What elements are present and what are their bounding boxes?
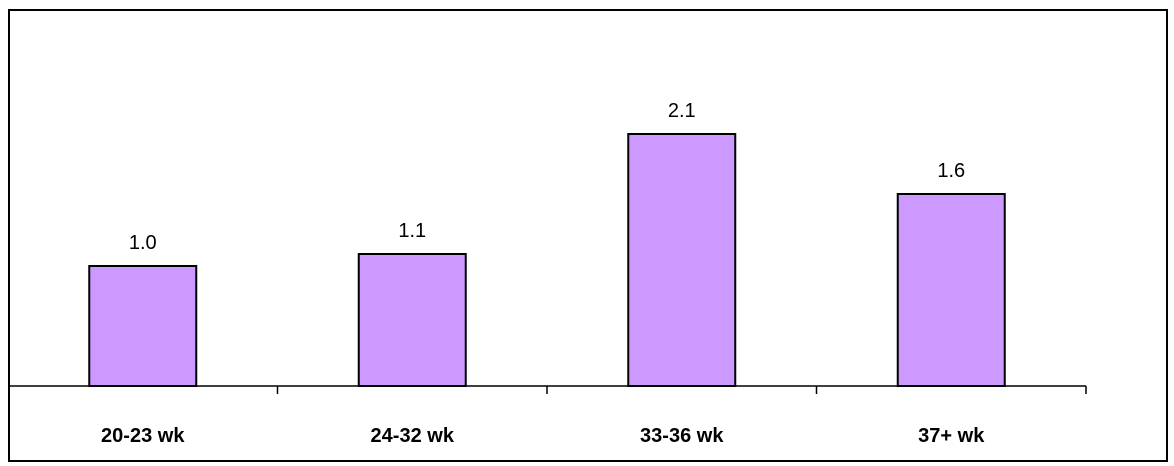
bar-20-23-wk bbox=[88, 265, 198, 387]
value-labels-group: 1.0 1.1 2.1 1.6 bbox=[129, 100, 965, 254]
bar-24-32-wk bbox=[357, 253, 467, 387]
value-label-37-wk: 1.6 bbox=[937, 160, 965, 182]
category-label-33-36-wk: 33-36 wk bbox=[640, 425, 724, 447]
value-label-33-36-wk: 2.1 bbox=[668, 100, 696, 122]
bars-group bbox=[88, 133, 1006, 387]
category-labels-group: 20-23 wk 24-32 wk 33-36 wk 37+ wk bbox=[101, 425, 985, 447]
x-axis bbox=[8, 385, 1087, 394]
value-label-20-23-wk: 1.0 bbox=[129, 232, 157, 254]
category-label-37-wk: 37+ wk bbox=[918, 425, 985, 447]
category-label-20-23-wk: 20-23 wk bbox=[101, 425, 185, 447]
bar-33-36-wk bbox=[627, 133, 737, 387]
bar-37-wk bbox=[896, 193, 1006, 387]
category-label-24-32-wk: 24-32 wk bbox=[371, 425, 455, 447]
value-label-24-32-wk: 1.1 bbox=[398, 220, 426, 242]
